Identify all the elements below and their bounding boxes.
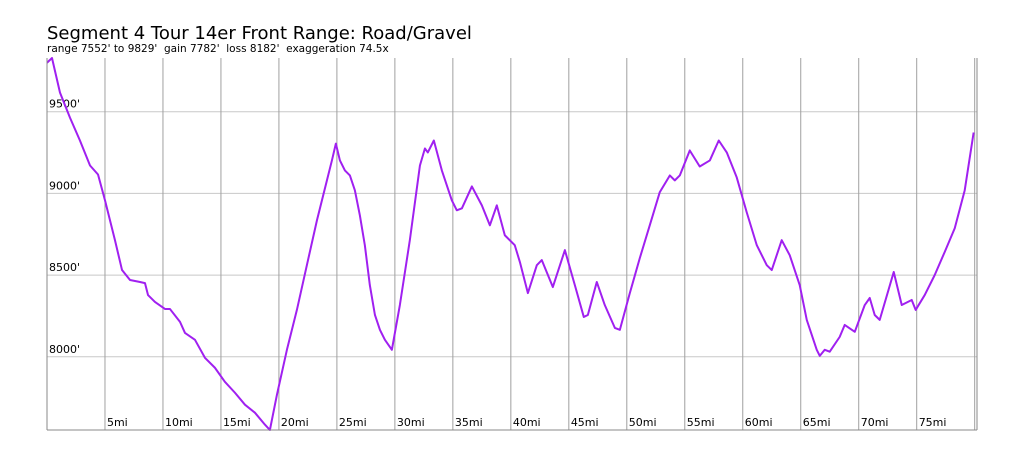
chart-subtitle: range 7552' to 9829' gain 7782' loss 818… [47,43,389,55]
x-tick-label: 55mi [687,416,715,429]
x-tick-label: 20mi [281,416,309,429]
x-tick-label: 30mi [397,416,425,429]
x-tick-label: 80mi [977,416,1005,429]
plot-area: 8000'8500'9000'9500'5mi 10mi 15mi 20mi 25mi 3… [47,57,1005,431]
x-tick-label: 65mi [803,416,831,429]
x-tick-label: 35mi [455,416,483,429]
x-tick-label: 40mi [513,416,541,429]
x-tick-label: 25mi [339,416,367,429]
y-tick-label: 9000' [49,179,80,192]
x-tick-label: 60mi [745,416,773,429]
x-tick-label: 5mi [107,416,128,429]
x-tick-label: 10mi [165,416,193,429]
y-tick-label: 8000' [49,343,80,356]
grid [47,58,977,430]
x-tick-label: 45mi [571,416,599,429]
chart-title: Segment 4 Tour 14er Front Range: Road/Gr… [47,23,472,44]
x-tick-label: 75mi [919,416,947,429]
y-tick-label: 8500' [49,261,80,274]
elevation-line [47,57,975,431]
x-tick-label: 15mi [223,416,251,429]
x-tick-label: 50mi [629,416,657,429]
x-tick-label: 70mi [861,416,889,429]
